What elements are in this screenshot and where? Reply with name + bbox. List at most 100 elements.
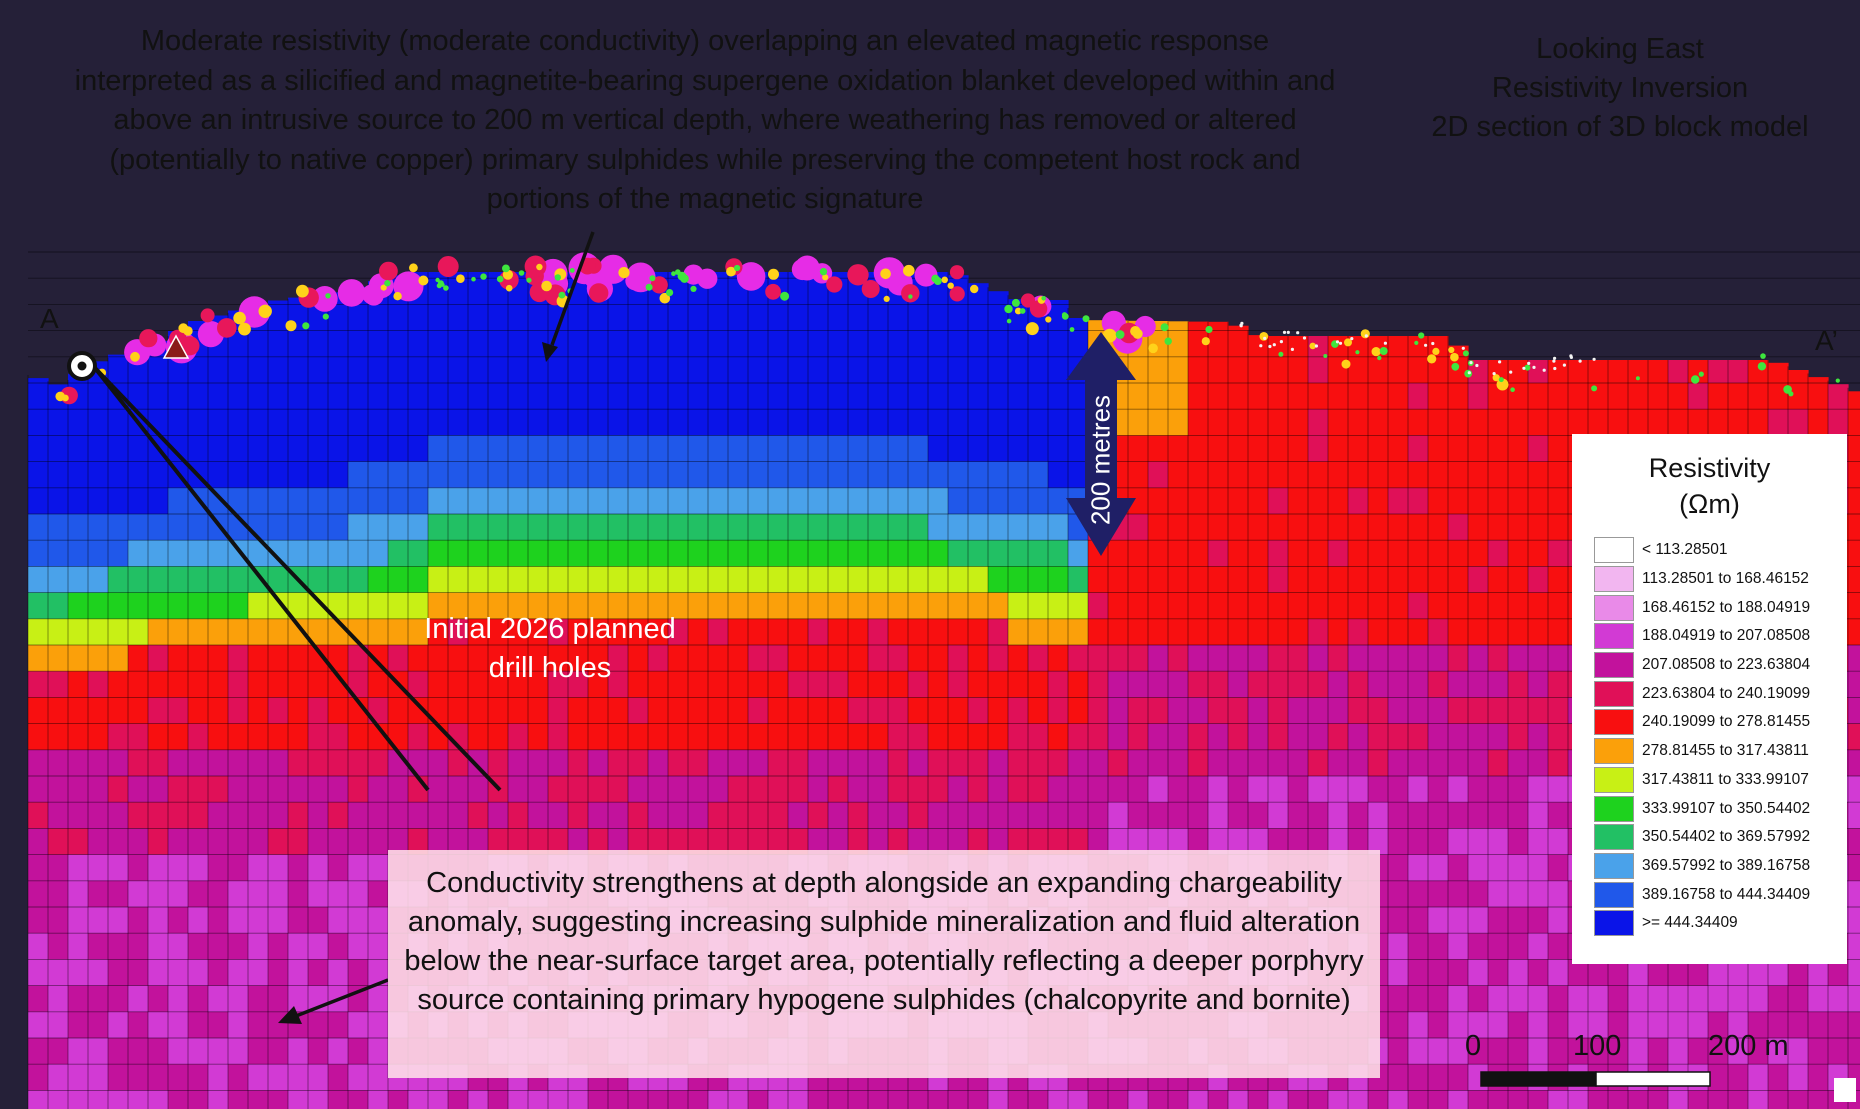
resistivity-block <box>1068 776 1089 803</box>
resistivity-block <box>1328 749 1349 777</box>
resistivity-block <box>1548 985 1569 1013</box>
resistivity-block <box>1468 360 1489 384</box>
resistivity-block <box>668 749 689 777</box>
resistivity-block <box>1048 645 1069 672</box>
resistivity-block <box>1348 336 1369 358</box>
resistivity-block <box>1228 461 1249 489</box>
resistivity-block <box>1348 828 1369 856</box>
resistivity-block <box>848 540 869 567</box>
resistivity-block <box>568 304 589 332</box>
resistivity-block <box>1048 592 1069 620</box>
resistivity-block <box>1208 749 1229 777</box>
resistivity-block <box>428 776 449 803</box>
legend-label: 168.46152 to 188.04919 <box>1642 598 1811 616</box>
resistivity-block <box>688 802 709 829</box>
resistivity-block <box>1408 566 1429 594</box>
resistivity-block <box>1048 487 1069 515</box>
sample-dot <box>765 283 781 300</box>
resistivity-block <box>1028 1090 1049 1109</box>
resistivity-block <box>1248 461 1269 489</box>
sample-dot <box>238 322 251 336</box>
sample-dot <box>1309 342 1316 350</box>
resistivity-block <box>1308 592 1329 620</box>
resistivity-block <box>208 959 229 987</box>
resistivity-block <box>948 304 969 332</box>
resistivity-block <box>268 723 289 751</box>
resistivity-block <box>748 802 769 829</box>
resistivity-block <box>908 330 929 358</box>
resistivity-block <box>688 330 709 358</box>
sample-dot <box>826 276 843 293</box>
resistivity-legend: Resistivity (Ωm) < 113.28501 113.28501 to… <box>1572 434 1847 964</box>
resistivity-block <box>328 409 349 436</box>
resistivity-block <box>1048 776 1069 803</box>
resistivity-block <box>448 540 469 567</box>
resistivity-block <box>48 776 69 803</box>
resistivity-block <box>1368 592 1389 620</box>
resistivity-block <box>928 723 949 751</box>
resistivity-block <box>628 802 649 829</box>
resistivity-block <box>88 671 109 698</box>
resistivity-block <box>168 828 189 856</box>
resistivity-block <box>1388 697 1409 725</box>
resistivity-block <box>1848 618 1860 646</box>
resistivity-block <box>1528 749 1549 777</box>
resistivity-block <box>1028 671 1049 698</box>
resistivity-block <box>1188 723 1209 751</box>
resistivity-block <box>148 802 169 829</box>
resistivity-block <box>328 514 349 541</box>
resistivity-block <box>1188 592 1209 620</box>
resistivity-block <box>888 697 909 725</box>
resistivity-block <box>1568 1038 1589 1065</box>
resistivity-block <box>928 409 949 436</box>
resistivity-block <box>88 618 109 646</box>
resistivity-block <box>788 278 809 305</box>
sample-dot <box>1698 371 1704 377</box>
resistivity-block <box>328 776 349 803</box>
sample-dot <box>418 275 429 286</box>
resistivity-block <box>688 749 709 777</box>
resistivity-block <box>1208 487 1229 515</box>
resistivity-block <box>1128 566 1149 594</box>
resistivity-block <box>28 985 49 1013</box>
resistivity-block <box>668 383 689 410</box>
resistivity-block <box>88 514 109 541</box>
resistivity-block <box>1668 409 1689 436</box>
resistivity-block <box>848 487 869 515</box>
resistivity-block <box>588 776 609 803</box>
resistivity-block <box>228 880 249 908</box>
resistivity-block <box>948 330 969 358</box>
resistivity-block <box>1248 566 1269 594</box>
resistivity-block <box>328 566 349 594</box>
resistivity-block <box>1068 540 1089 567</box>
resistivity-block <box>568 671 589 698</box>
resistivity-block <box>628 828 649 856</box>
resistivity-block <box>968 671 989 698</box>
resistivity-block <box>468 272 489 279</box>
resistivity-block <box>88 592 109 620</box>
resistivity-block <box>348 671 369 698</box>
resistivity-block <box>188 933 209 960</box>
resistivity-block <box>288 592 309 620</box>
resistivity-block <box>1448 540 1469 567</box>
resistivity-block <box>1508 697 1529 725</box>
resistivity-block <box>348 828 369 856</box>
resistivity-block <box>408 749 429 777</box>
resistivity-block <box>608 802 629 829</box>
resistivity-block <box>1688 1038 1709 1065</box>
resistivity-block <box>428 461 449 489</box>
resistivity-block <box>1268 618 1289 646</box>
resistivity-block <box>1188 321 1209 332</box>
resistivity-block <box>88 802 109 829</box>
resistivity-block <box>788 749 809 777</box>
resistivity-block <box>1248 383 1269 410</box>
resistivity-block <box>768 356 789 384</box>
resistivity-block <box>1288 435 1309 463</box>
sample-dot <box>1364 334 1368 338</box>
resistivity-block <box>248 461 269 489</box>
resistivity-block <box>168 540 189 567</box>
resistivity-block <box>548 383 569 410</box>
resistivity-block <box>1328 409 1349 436</box>
resistivity-block <box>868 671 889 698</box>
resistivity-block <box>528 435 549 463</box>
